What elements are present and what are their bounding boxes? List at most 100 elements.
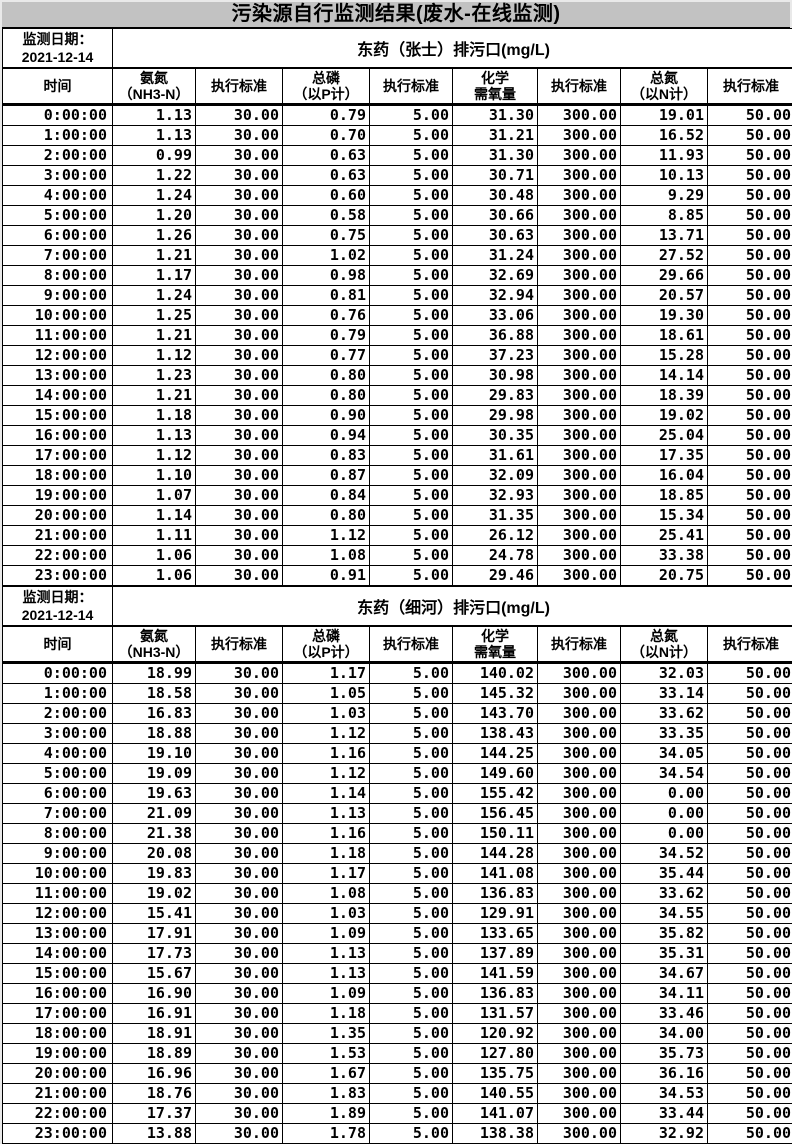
value-cell: 32.09 — [453, 466, 538, 486]
value-cell: 20.75 — [621, 566, 708, 586]
column-header: 化学需氧量 — [453, 68, 538, 105]
value-cell: 0.70 — [283, 126, 370, 146]
outlet-title: 东药（张士）排污口(mg/L) — [113, 29, 792, 69]
value-cell: 17.73 — [113, 944, 196, 964]
value-cell: 300.00 — [538, 924, 621, 944]
value-cell: 1.11 — [113, 526, 196, 546]
value-cell: 300.00 — [538, 326, 621, 346]
table-body: 监测日期： 2021-12-14 东药（张士）排污口(mg/L) 时间氨氮（NH… — [3, 29, 792, 586]
value-cell: 136.83 — [453, 884, 538, 904]
value-cell: 34.11 — [621, 984, 708, 1004]
value-cell: 1.13 — [113, 105, 196, 126]
value-cell: 300.00 — [538, 864, 621, 884]
page-title: 污染源自行监测结果(废水-在线监测) — [2, 2, 790, 28]
time-cell: 21:00:00 — [3, 526, 113, 546]
value-cell: 29.46 — [453, 566, 538, 586]
time-cell: 1:00:00 — [3, 684, 113, 704]
value-cell: 50.00 — [708, 663, 792, 684]
value-cell: 50.00 — [708, 1104, 792, 1124]
value-cell: 20.08 — [113, 844, 196, 864]
value-cell: 5.00 — [370, 663, 453, 684]
value-cell: 300.00 — [538, 486, 621, 506]
value-cell: 300.00 — [538, 884, 621, 904]
value-cell: 5.00 — [370, 864, 453, 884]
value-cell: 30.00 — [196, 446, 283, 466]
value-cell: 50.00 — [708, 126, 792, 146]
value-cell: 50.00 — [708, 366, 792, 386]
value-cell: 50.00 — [708, 744, 792, 764]
value-cell: 5.00 — [370, 744, 453, 764]
time-cell: 17:00:00 — [3, 446, 113, 466]
value-cell: 30.48 — [453, 186, 538, 206]
time-cell: 8:00:00 — [3, 266, 113, 286]
value-cell: 300.00 — [538, 784, 621, 804]
value-cell: 5.00 — [370, 526, 453, 546]
value-cell: 300.00 — [538, 206, 621, 226]
value-cell: 34.55 — [621, 904, 708, 924]
time-cell: 14:00:00 — [3, 386, 113, 406]
value-cell: 1.35 — [283, 1024, 370, 1044]
value-cell: 5.00 — [370, 346, 453, 366]
value-cell: 18.76 — [113, 1084, 196, 1104]
value-cell: 30.00 — [196, 466, 283, 486]
value-cell: 5.00 — [370, 824, 453, 844]
value-cell: 0.60 — [283, 186, 370, 206]
value-cell: 30.35 — [453, 426, 538, 446]
value-cell: 5.00 — [370, 1084, 453, 1104]
value-cell: 30.00 — [196, 1044, 283, 1064]
time-cell: 18:00:00 — [3, 466, 113, 486]
monitoring-table-zhangshi: 监测日期： 2021-12-14 东药（张士）排污口(mg/L) 时间氨氮（NH… — [2, 28, 792, 586]
value-cell: 30.00 — [196, 744, 283, 764]
value-cell: 5.00 — [370, 466, 453, 486]
value-cell: 50.00 — [708, 784, 792, 804]
time-cell: 23:00:00 — [3, 1124, 113, 1144]
value-cell: 300.00 — [538, 824, 621, 844]
outlet-title: 东药（细河）排污口(mg/L) — [113, 587, 792, 627]
value-cell: 300.00 — [538, 366, 621, 386]
value-cell: 300.00 — [538, 306, 621, 326]
value-cell: 1.21 — [113, 386, 196, 406]
value-cell: 5.00 — [370, 1104, 453, 1124]
column-header: 总磷（以P计） — [283, 626, 370, 663]
value-cell: 5.00 — [370, 166, 453, 186]
value-cell: 30.98 — [453, 366, 538, 386]
value-cell: 30.00 — [196, 186, 283, 206]
value-cell: 33.46 — [621, 1004, 708, 1024]
value-cell: 50.00 — [708, 226, 792, 246]
value-cell: 50.00 — [708, 944, 792, 964]
value-cell: 34.05 — [621, 744, 708, 764]
value-cell: 300.00 — [538, 226, 621, 246]
value-cell: 300.00 — [538, 186, 621, 206]
value-cell: 131.57 — [453, 1004, 538, 1024]
value-cell: 30.00 — [196, 226, 283, 246]
value-cell: 141.59 — [453, 964, 538, 984]
value-cell: 300.00 — [538, 804, 621, 824]
value-cell: 5.00 — [370, 1064, 453, 1084]
value-cell: 27.52 — [621, 246, 708, 266]
time-cell: 11:00:00 — [3, 884, 113, 904]
value-cell: 1.12 — [283, 764, 370, 784]
value-cell: 0.81 — [283, 286, 370, 306]
value-cell: 300.00 — [538, 764, 621, 784]
value-cell: 5.00 — [370, 426, 453, 446]
time-cell: 13:00:00 — [3, 366, 113, 386]
value-cell: 300.00 — [538, 126, 621, 146]
value-cell: 0.80 — [283, 366, 370, 386]
value-cell: 300.00 — [538, 1084, 621, 1104]
value-cell: 50.00 — [708, 864, 792, 884]
value-cell: 1.26 — [113, 226, 196, 246]
value-cell: 0.00 — [621, 784, 708, 804]
value-cell: 50.00 — [708, 704, 792, 724]
value-cell: 300.00 — [538, 266, 621, 286]
value-cell: 37.23 — [453, 346, 538, 366]
